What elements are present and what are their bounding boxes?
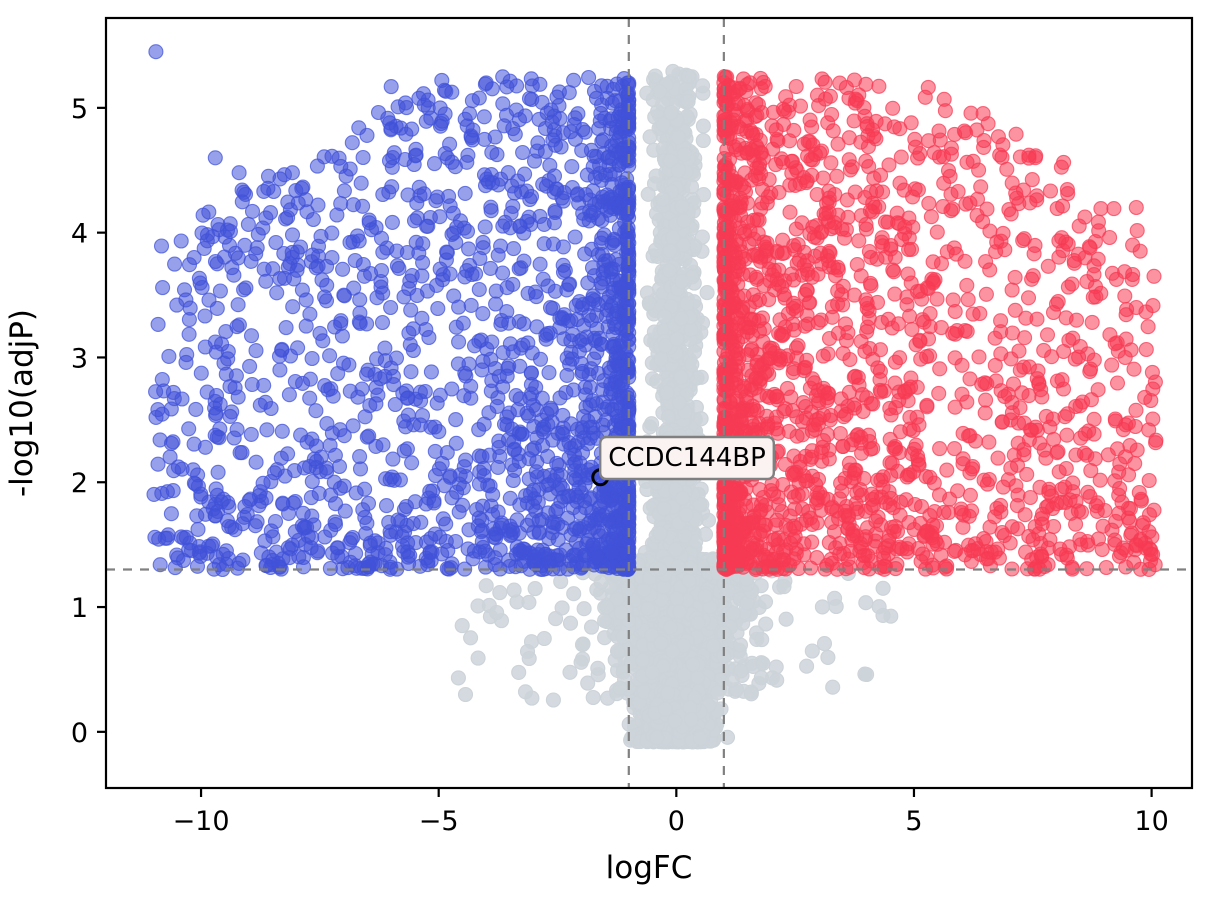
x-tick-label: 5 (905, 806, 922, 837)
x-tick-label: −10 (173, 806, 230, 837)
y-tick-label: 0 (71, 718, 88, 749)
x-tick-label: 10 (1134, 806, 1168, 837)
annotation-box (599, 435, 776, 481)
scatter-points-down-regulated (146, 44, 637, 578)
scatter-points-up-regulated (716, 69, 1164, 577)
x-tick-label: 0 (668, 806, 685, 837)
y-tick-label: 2 (71, 468, 88, 499)
x-axis-ticks: −10 −5 0 5 10 (173, 788, 1169, 837)
axes-frame (104, 16, 1194, 790)
gene-annotation: CCDC144BP (591, 435, 776, 487)
y-tick-label: 4 (71, 219, 88, 250)
x-tick-label: −5 (419, 806, 459, 837)
annotation-label: CCDC144BP (608, 443, 766, 473)
y-tick-label: 3 (71, 343, 88, 374)
threshold-lines (106, 18, 1192, 788)
x-axis-title: logFC (606, 850, 693, 886)
y-tick-label: 1 (71, 593, 88, 624)
y-axis-title: -log10(adjP) (4, 309, 40, 497)
y-axis-ticks: 0 1 2 3 4 5 (71, 94, 106, 749)
y-tick-label: 5 (71, 94, 88, 125)
